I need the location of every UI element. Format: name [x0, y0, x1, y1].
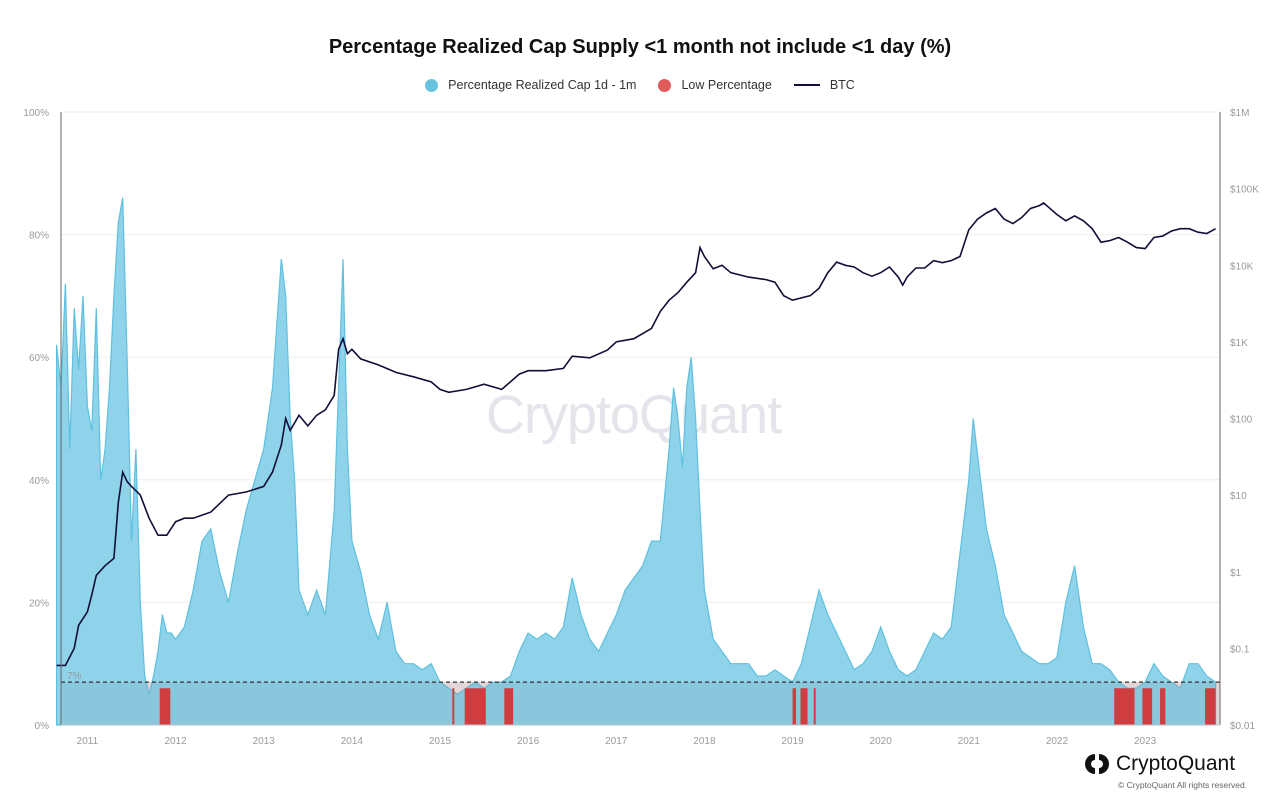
- x-tick-label: 2014: [341, 736, 364, 747]
- legend-item-btc[interactable]: BTC: [793, 78, 855, 92]
- left-tick-label: 80%: [29, 231, 49, 242]
- legend-label: Percentage Realized Cap 1d - 1m: [448, 78, 637, 92]
- right-tick-label: $0.01: [1230, 721, 1255, 732]
- low-percentage-bar: [1114, 688, 1135, 725]
- legend: Percentage Realized Cap 1d - 1m Low Perc…: [0, 78, 1280, 92]
- legend-dot-red-icon: [658, 78, 672, 92]
- left-tick-label: 20%: [29, 598, 49, 609]
- low-percentage-bar: [464, 688, 486, 725]
- legend-item-low[interactable]: Low Percentage: [658, 78, 772, 92]
- threshold-label: 7%: [67, 671, 82, 682]
- x-tick-label: 2023: [1134, 736, 1157, 747]
- left-tick-label: 60%: [29, 353, 49, 364]
- left-tick-label: 40%: [29, 476, 49, 487]
- right-tick-label: $0.1: [1230, 644, 1250, 655]
- x-tick-label: 2020: [870, 736, 893, 747]
- right-tick-label: $10: [1230, 491, 1247, 502]
- low-percentage-bar: [1142, 688, 1153, 725]
- cryptoquant-logo-icon: [1085, 754, 1109, 774]
- x-tick-label: 2011: [77, 736, 99, 747]
- low-percentage-bar: [800, 688, 808, 725]
- legend-dot-blue-icon: [425, 78, 439, 92]
- x-tick-label: 2019: [781, 736, 804, 747]
- x-tick-label: 2021: [958, 736, 981, 747]
- legend-item-percentage[interactable]: Percentage Realized Cap 1d - 1m: [425, 78, 636, 92]
- low-percentage-bar: [792, 688, 797, 725]
- low-percentage-bar: [504, 688, 514, 725]
- low-percentage-bar: [1205, 688, 1216, 725]
- low-percentage-bar: [813, 688, 816, 725]
- series-line-btc: [56, 202, 1216, 667]
- x-tick-label: 2013: [253, 736, 276, 747]
- x-tick-label: 2018: [693, 736, 716, 747]
- low-percentage-bar: [159, 688, 171, 725]
- watermark: CryptoQuant: [486, 385, 782, 445]
- legend-label: BTC: [829, 78, 855, 92]
- copyright: © CryptoQuant All rights reserved.: [1118, 780, 1248, 790]
- threshold-overlay: [61, 682, 1220, 725]
- chart-title: Percentage Realized Cap Supply <1 month …: [328, 36, 952, 58]
- right-tick-label: $100: [1230, 415, 1253, 426]
- left-tick-label: 0%: [35, 721, 50, 732]
- x-tick-label: 2017: [605, 736, 628, 747]
- brand: CryptoQuant: [1084, 752, 1235, 776]
- low-percentage-bar: [1160, 688, 1166, 725]
- brand-name: CryptoQuant: [1116, 752, 1236, 775]
- right-tick-label: $1M: [1230, 108, 1249, 119]
- legend-label: Low Percentage: [681, 78, 772, 92]
- x-tick-label: 2016: [517, 736, 540, 747]
- left-tick-label: 100%: [23, 108, 49, 119]
- low-percentage-bar: [452, 688, 455, 725]
- x-tick-label: 2015: [429, 736, 452, 747]
- right-tick-label: $1K: [1230, 338, 1248, 349]
- right-tick-label: $100K: [1230, 185, 1259, 196]
- legend-line-icon: [793, 84, 820, 86]
- series-area-percentage: [55, 197, 1217, 726]
- right-tick-label: $1: [1230, 568, 1242, 579]
- right-tick-label: $10K: [1230, 261, 1254, 272]
- x-tick-label: 2022: [1046, 736, 1069, 747]
- x-tick-label: 2012: [164, 736, 187, 747]
